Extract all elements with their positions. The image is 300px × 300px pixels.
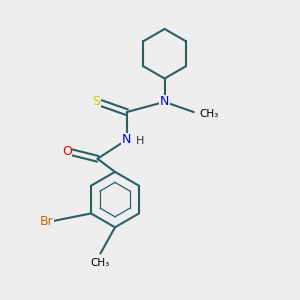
- Text: CH₃: CH₃: [91, 258, 110, 268]
- Text: H: H: [136, 136, 144, 146]
- Text: Br: Br: [40, 215, 53, 228]
- Text: CH₃: CH₃: [199, 109, 218, 118]
- Text: N: N: [122, 133, 131, 146]
- Text: N: N: [160, 95, 169, 108]
- Text: S: S: [92, 95, 100, 108]
- Text: O: O: [62, 145, 72, 158]
